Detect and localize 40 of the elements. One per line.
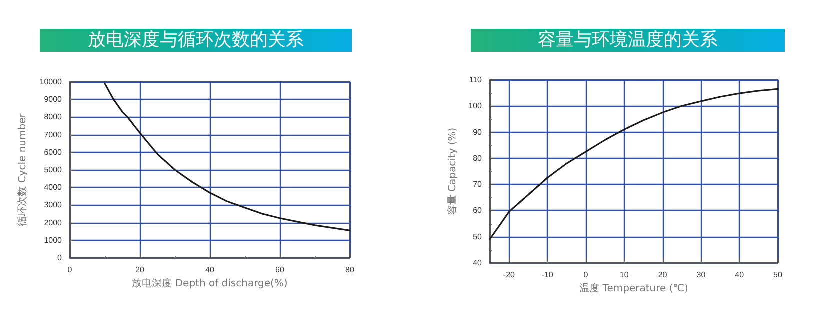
y-tick-label: 6000 — [44, 148, 63, 157]
y-tick-label: 50 — [473, 232, 483, 242]
x-tick-label: -20 — [503, 270, 516, 280]
chart-title: 放电深度与循环次数的关系 — [88, 30, 304, 50]
y-tick-label: 0 — [58, 254, 63, 262]
y-tick-label: 80 — [473, 154, 483, 163]
y-tick-label: 3000 — [44, 200, 63, 210]
chart-title: 容量与环境温度的关系 — [538, 30, 718, 50]
x-tick-label: 20 — [658, 270, 668, 280]
y-tick-label: 5000 — [44, 166, 63, 174]
y-tick-label: 7000 — [44, 130, 63, 140]
y-tick-label: 4000 — [44, 183, 63, 192]
y-tick-label: 100 — [468, 102, 483, 111]
y-tick-label: 10000 — [40, 78, 63, 86]
x-tick-label: 40 — [206, 266, 215, 274]
x-tick-label: 30 — [696, 270, 706, 280]
y-tick-label: 8000 — [44, 112, 63, 122]
y-axis-title: 容量 Capacity (%) — [446, 128, 458, 216]
x-tick-label: 40 — [735, 270, 745, 280]
x-tick-label: 0 — [68, 266, 73, 274]
y-tick-label: 2000 — [44, 218, 63, 228]
line-series — [489, 88, 779, 240]
x-tick-label: -10 — [542, 270, 554, 280]
y-tick-label: 90 — [473, 128, 483, 137]
x-tick-label: 10 — [620, 270, 630, 280]
x-tick-label: 80 — [346, 266, 355, 274]
y-tick-label: 9000 — [44, 95, 63, 104]
x-tick-label: 60 — [276, 266, 285, 274]
y-tick-label: 60 — [473, 206, 483, 216]
y-axis-title: 循环次数 Cycle number — [18, 112, 28, 226]
y-tick-label: 1000 — [44, 236, 63, 245]
y-tick-label: 110 — [469, 76, 483, 84]
y-tick-label: 40 — [473, 258, 483, 268]
y-tick-label: 70 — [473, 180, 483, 190]
x-tick-label: 50 — [774, 270, 783, 280]
x-tick-label: 0 — [584, 270, 589, 280]
x-axis-title: 温度 Temperature (℃) — [580, 282, 688, 294]
x-tick-label: 20 — [136, 266, 145, 274]
line-series — [104, 82, 351, 232]
x-axis-title: 放电深度 Depth of discharge(%) — [132, 277, 288, 290]
